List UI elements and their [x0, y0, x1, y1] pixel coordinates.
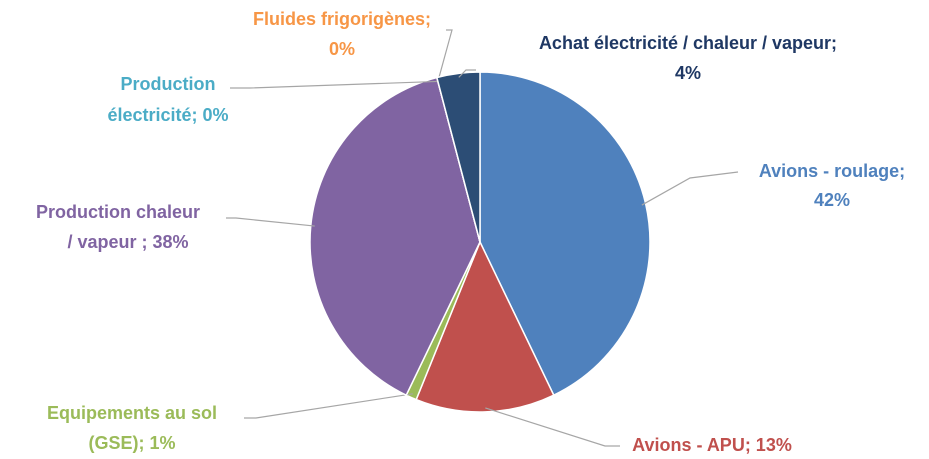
data-label: 0%: [329, 39, 355, 59]
leader-line: [458, 69, 476, 78]
data-label: électricité; 0%: [107, 105, 228, 125]
data-label: Equipements au sol: [47, 403, 217, 423]
pie-slice: [415, 240, 555, 413]
data-label: 4%: [675, 63, 701, 83]
data-label: Achat électricité / chaleur / vapeur;: [539, 33, 837, 53]
data-label: Production: [121, 74, 216, 94]
data-label: Avions - APU; 13%: [632, 435, 792, 455]
data-label: 42%: [814, 190, 850, 210]
leader-line: [485, 407, 620, 447]
data-label: (GSE); 1%: [88, 433, 175, 453]
data-label: Fluides frigorigènes;: [253, 9, 431, 29]
data-label: Production chaleur: [36, 202, 200, 222]
leader-line: [641, 171, 739, 206]
leader-line: [230, 80, 438, 89]
data-label: Avions - roulage;: [759, 161, 905, 181]
data-label: / vapeur ; 38%: [67, 232, 188, 252]
leader-line: [437, 29, 453, 82]
leader-line: [244, 393, 413, 419]
leader-line: [226, 217, 315, 227]
pie-slice: [479, 71, 651, 397]
pie-slice: [435, 71, 481, 243]
